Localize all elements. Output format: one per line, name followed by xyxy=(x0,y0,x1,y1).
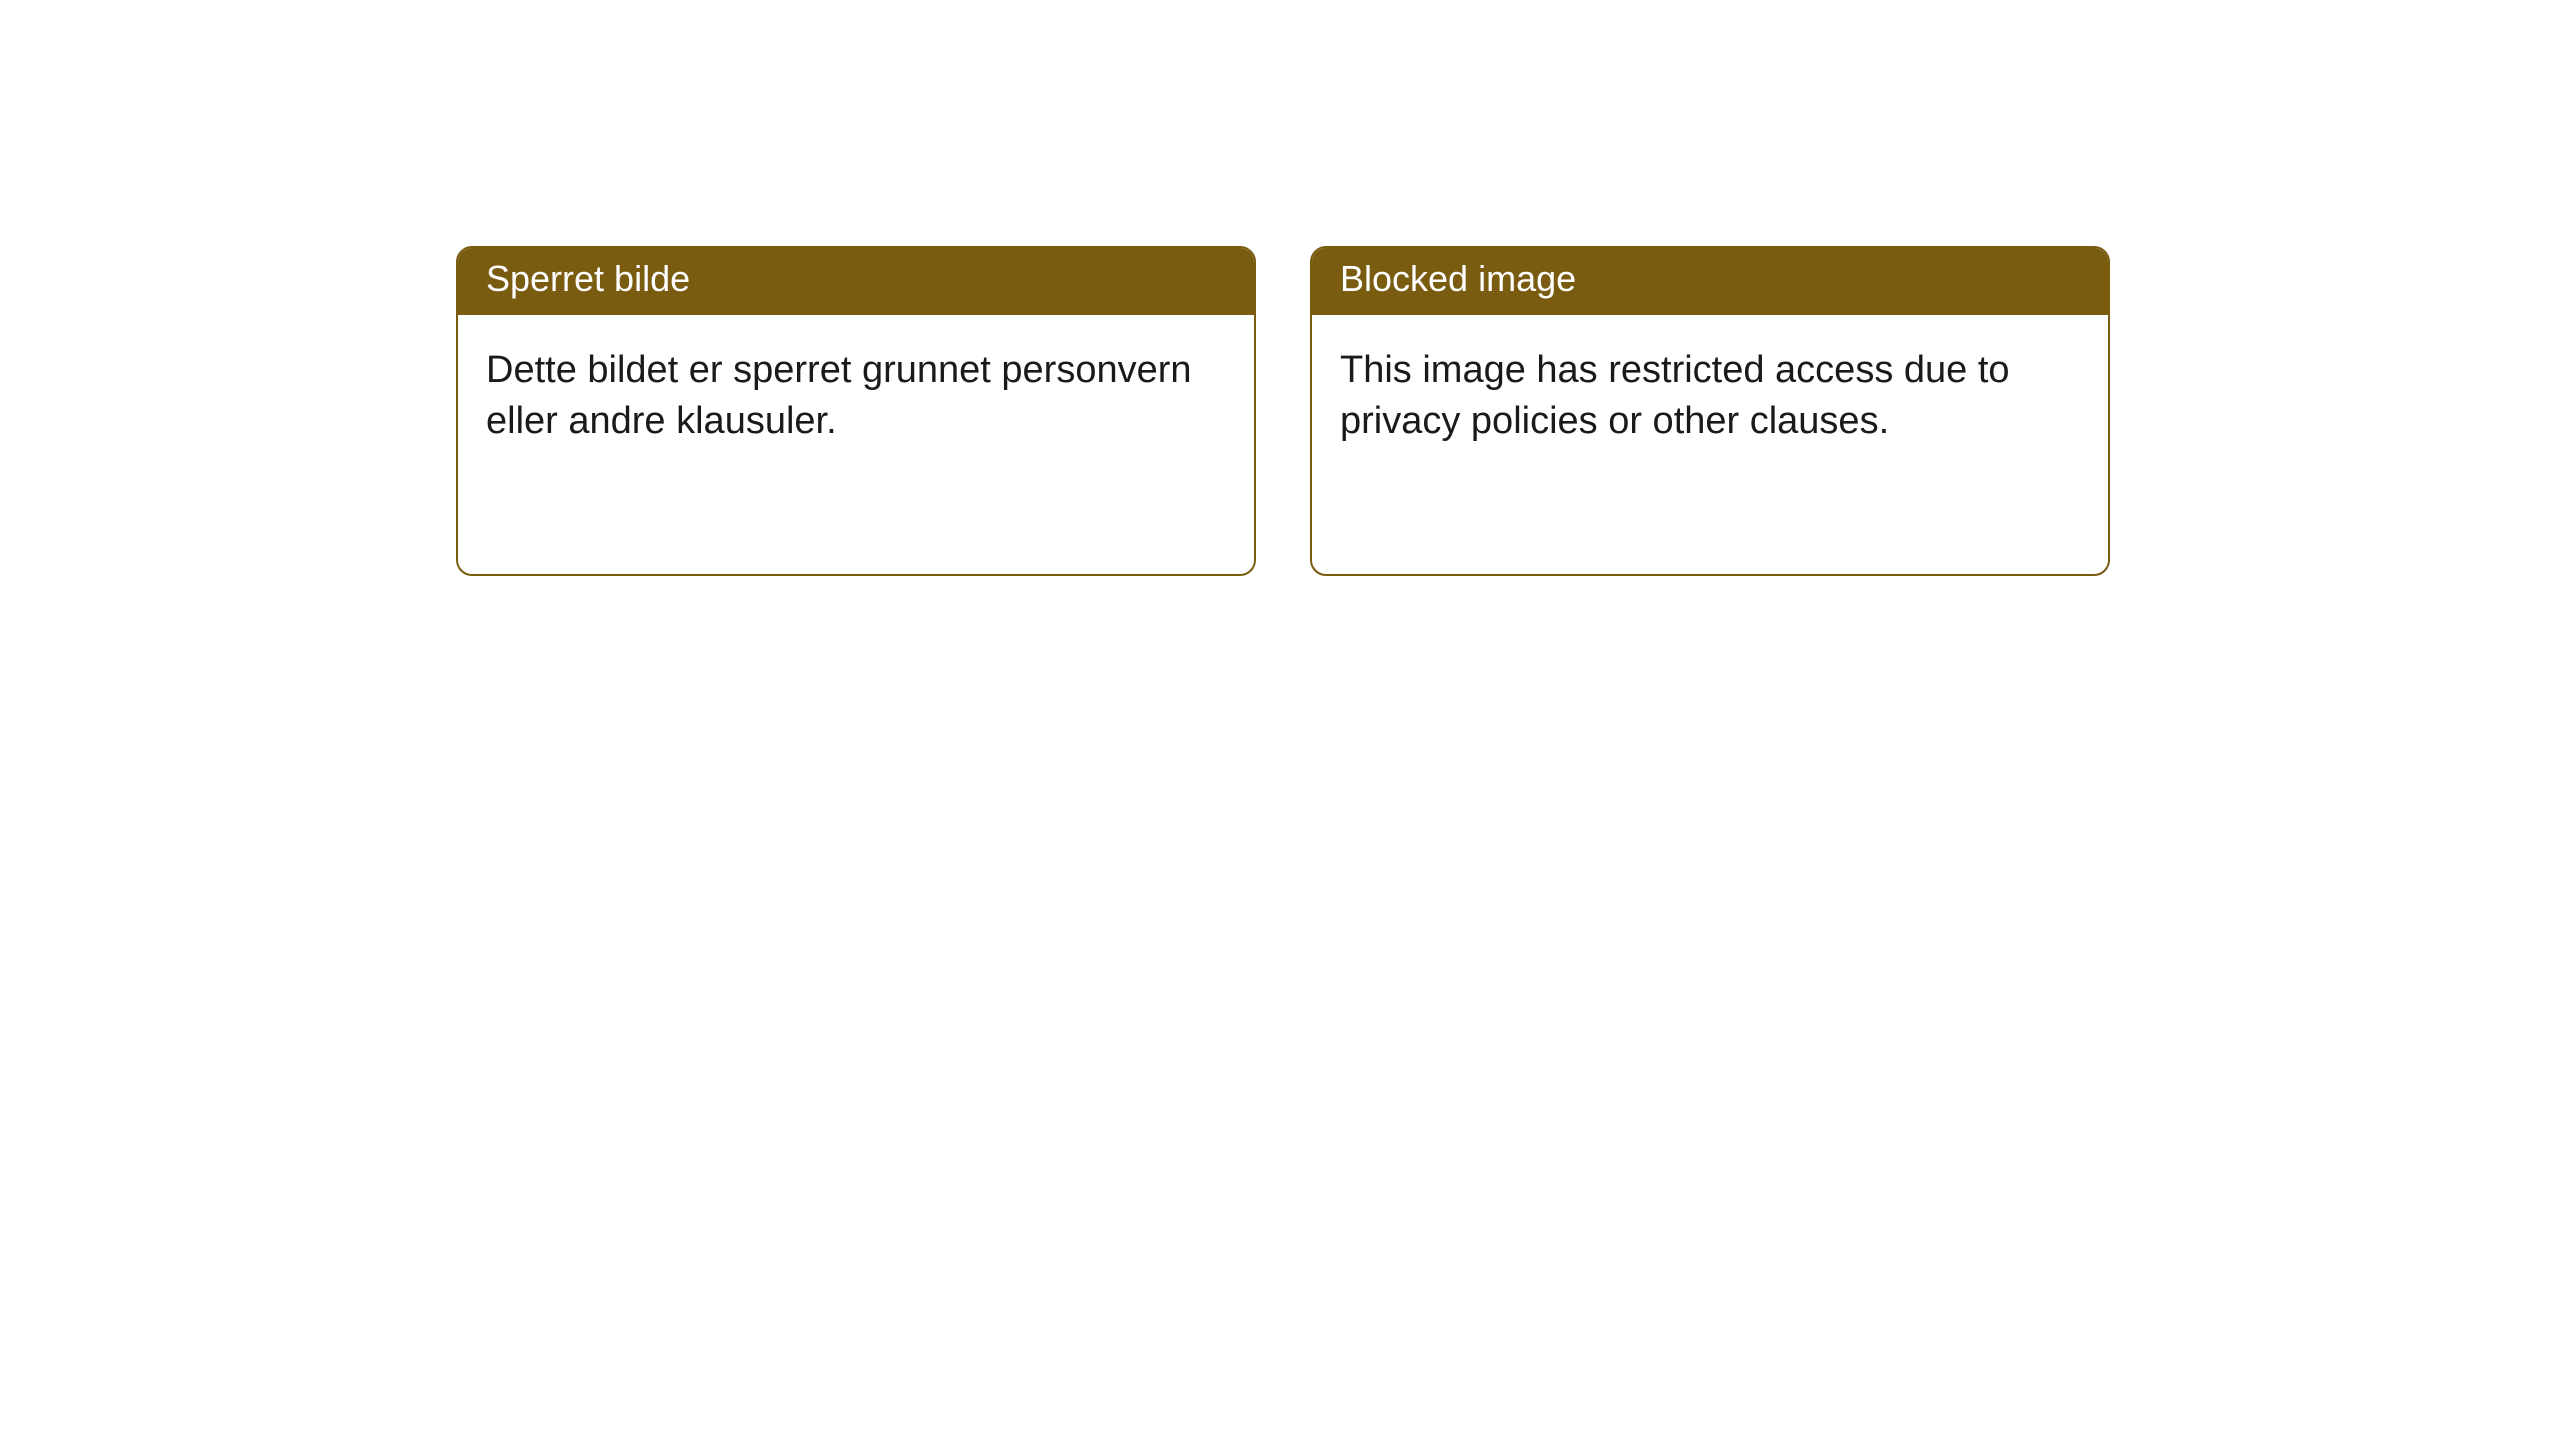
card-body: This image has restricted access due to … xyxy=(1312,315,2108,478)
blocked-image-cards: Sperret bilde Dette bildet er sperret gr… xyxy=(456,246,2110,576)
blocked-image-card-no: Sperret bilde Dette bildet er sperret gr… xyxy=(456,246,1256,576)
card-body: Dette bildet er sperret grunnet personve… xyxy=(458,315,1254,478)
card-header: Sperret bilde xyxy=(458,248,1254,315)
card-header: Blocked image xyxy=(1312,248,2108,315)
blocked-image-card-en: Blocked image This image has restricted … xyxy=(1310,246,2110,576)
